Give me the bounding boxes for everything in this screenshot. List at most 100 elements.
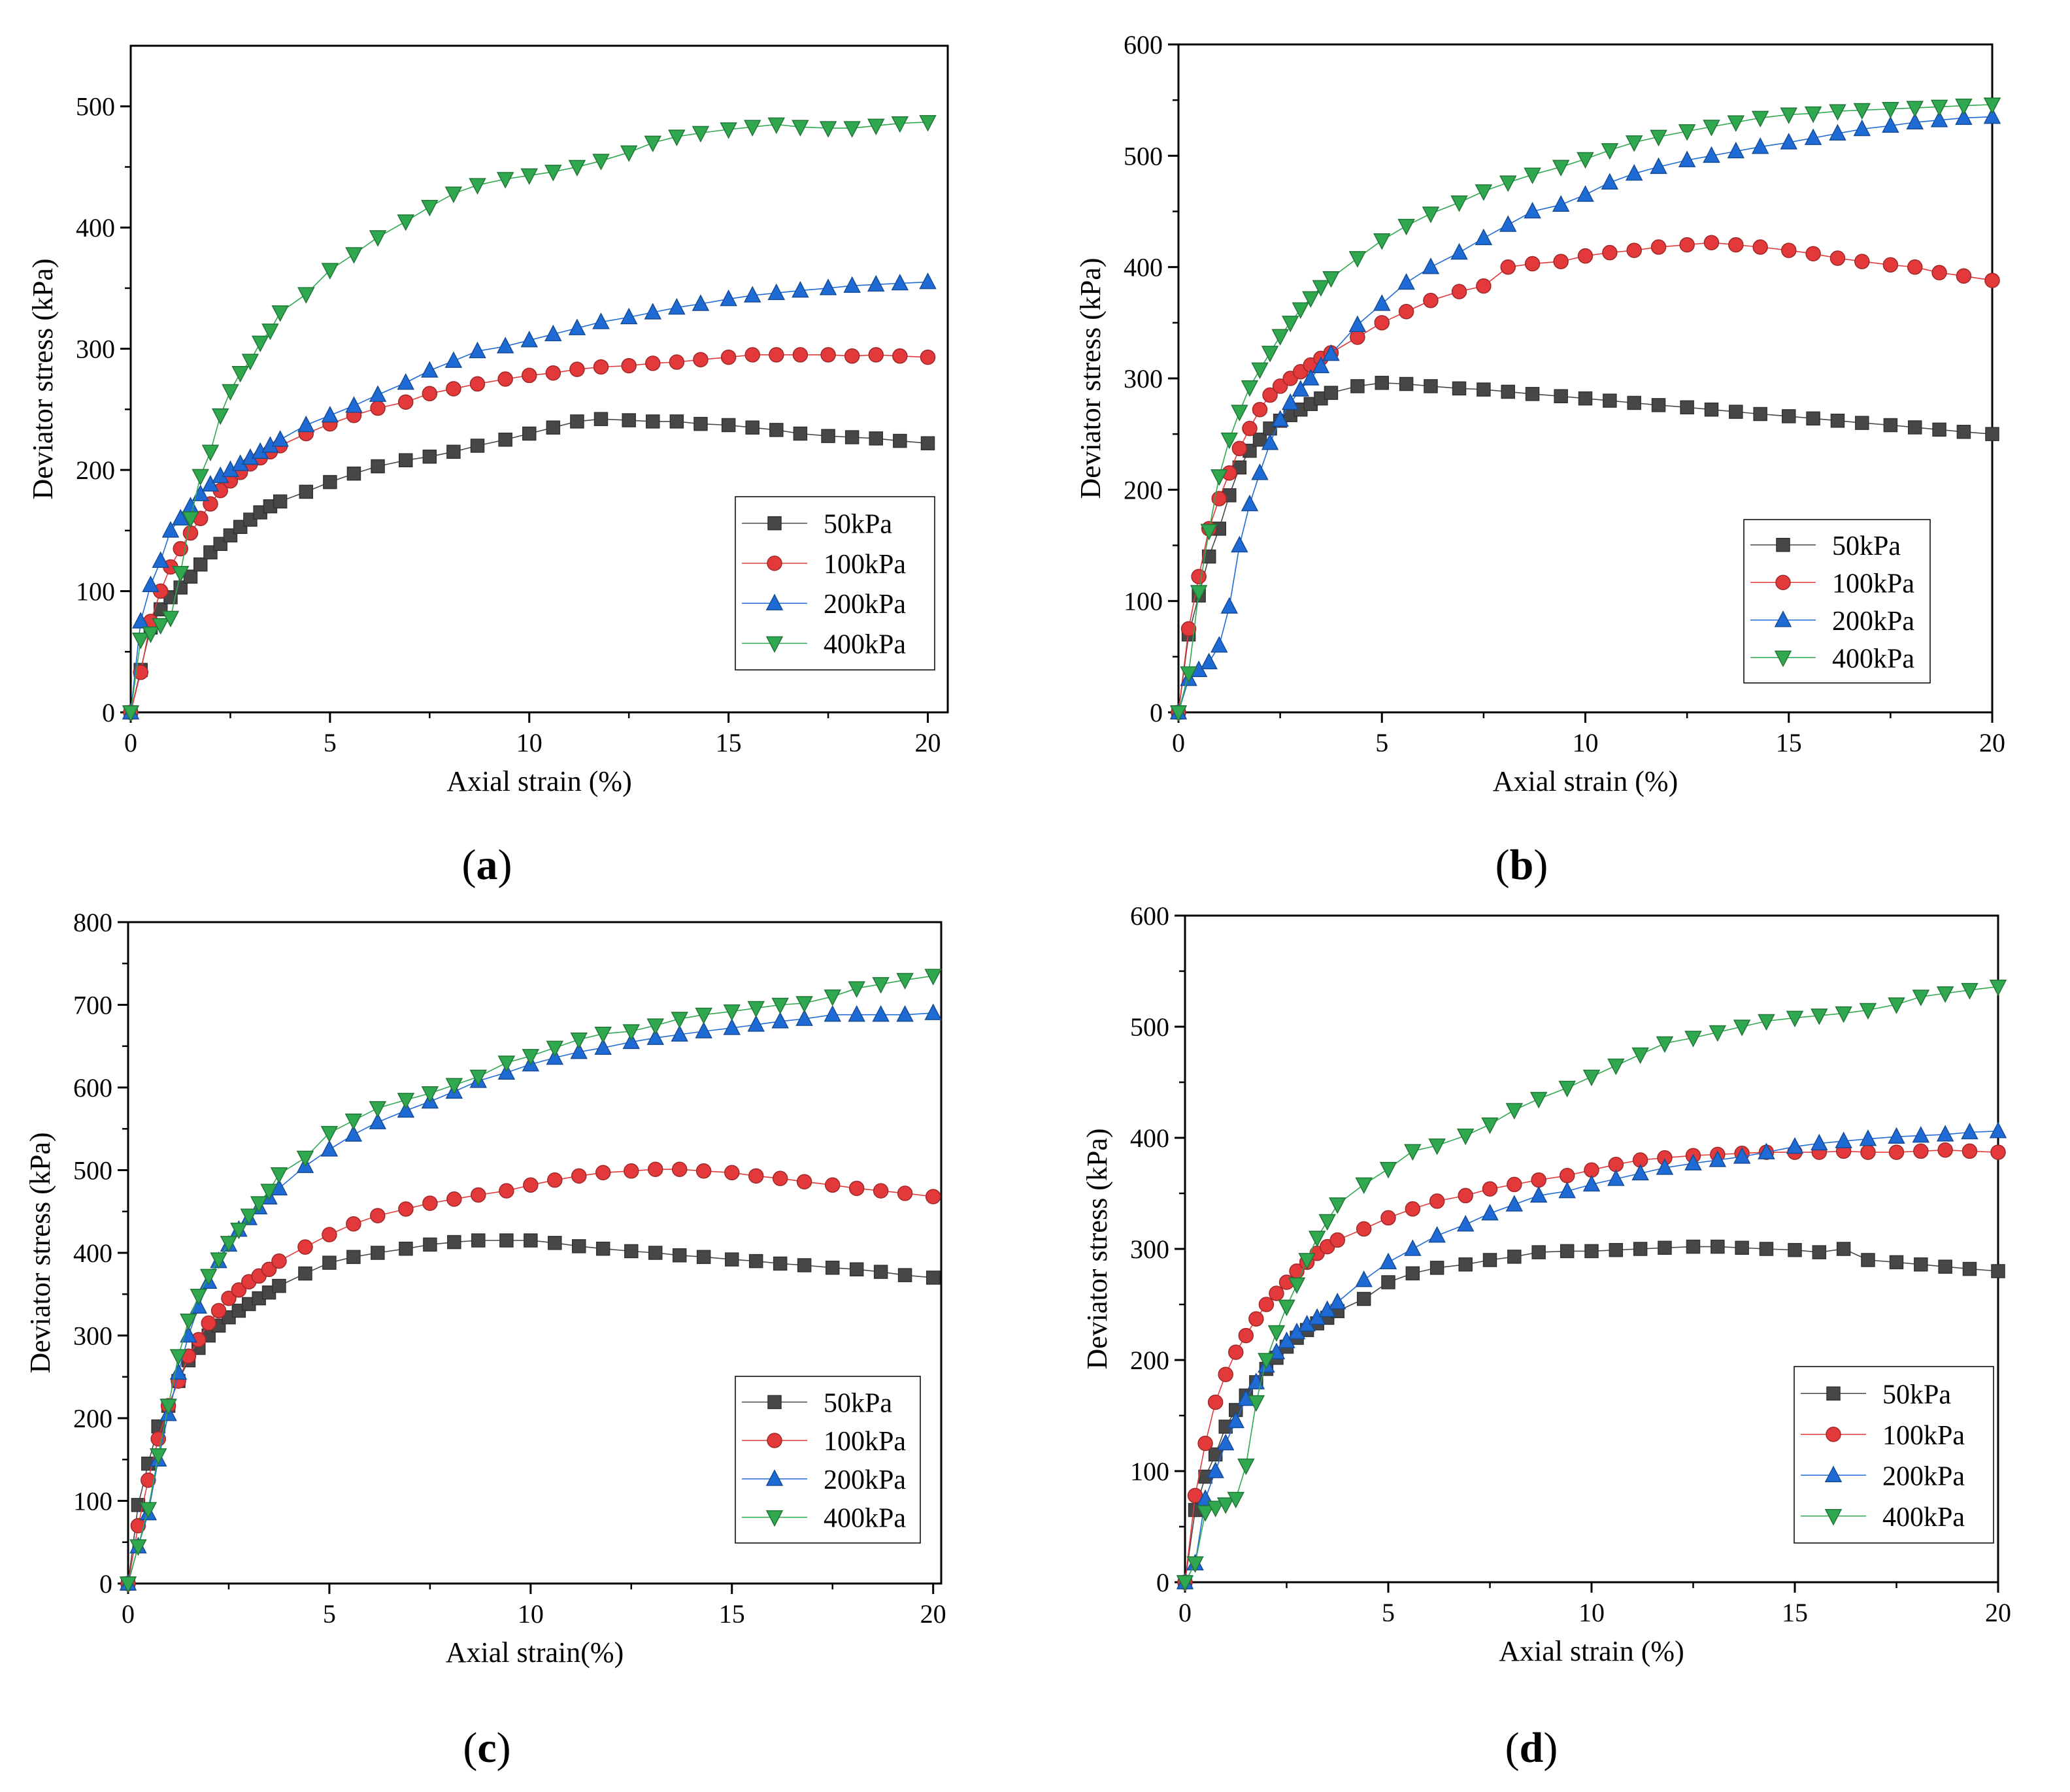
chart-a-point-400kPa: [891, 116, 909, 133]
chart-d-point-100kPa: [1888, 1144, 1905, 1160]
chart-b-point-50kPa: [1324, 386, 1339, 400]
chart-a-point-50kPa: [546, 420, 561, 435]
chart-a-point-100kPa: [621, 357, 637, 374]
chart-a-point-50kPa: [323, 474, 337, 489]
chart-d-point-400kPa: [1811, 1008, 1828, 1025]
chart-c-point-200kPa: [570, 1042, 588, 1059]
chart-d-point-50kPa: [1938, 1259, 1952, 1274]
chart-c-x-tick-label: 20: [920, 1599, 946, 1629]
chart-a-point-200kPa: [692, 294, 710, 311]
chart-b-point-200kPa: [1271, 410, 1289, 427]
chart-a-point-50kPa: [522, 426, 537, 441]
chart-d-point-400kPa: [1859, 1003, 1877, 1020]
chart-b-point-200kPa: [1422, 257, 1440, 274]
chart-d-point-400kPa: [1247, 1395, 1265, 1412]
chart-b-point-50kPa: [1907, 420, 1922, 435]
chart-a-point-50kPa: [844, 430, 860, 444]
chart-a-point-100kPa: [569, 361, 585, 377]
chart-b-point-50kPa: [1375, 376, 1389, 390]
chart-d-x-tick-label: 15: [1782, 1598, 1808, 1627]
chart-c-point-400kPa: [421, 1086, 439, 1103]
chart-b-point-200kPa: [1983, 107, 2001, 124]
chart-a-point-400kPa: [251, 335, 269, 352]
chart-a-point-400kPa: [152, 618, 169, 635]
chart-a-point-400kPa: [142, 626, 159, 644]
chart-d-point-200kPa: [1912, 1125, 1930, 1143]
chart-b-point-200kPa: [1397, 273, 1415, 290]
chart-a-point-200kPa: [201, 474, 220, 492]
chart-d-point-400kPa: [1196, 1505, 1214, 1522]
chart-b-point-400kPa: [1292, 302, 1309, 320]
chart-a-point-50kPa: [498, 432, 512, 447]
chart-a-point-50kPa: [893, 433, 907, 448]
chart-d-point-100kPa: [1482, 1181, 1498, 1197]
chart-c-point-100kPa: [772, 1170, 788, 1186]
chart-d-point-400kPa: [1607, 1058, 1625, 1076]
chart-b-x-tick-label: 10: [1573, 728, 1599, 757]
chart-d-point-100kPa: [1228, 1344, 1244, 1360]
chart-a-point-100kPa: [593, 359, 609, 375]
chart-d-point-200kPa: [1227, 1411, 1244, 1429]
chart-d-point-400kPa: [1936, 986, 1954, 1003]
chart-b-point-200kPa: [1241, 494, 1259, 512]
chart-b-point-100kPa: [1602, 244, 1618, 261]
chart-b-point-400kPa: [1577, 152, 1594, 169]
chart-d-point-50kPa: [1962, 1261, 1977, 1276]
chart-a-point-200kPa: [152, 551, 169, 568]
chart-c-point-400kPa: [570, 1032, 588, 1050]
chart-d-point-200kPa: [1733, 1147, 1751, 1164]
chart-b-point-50kPa: [1525, 387, 1540, 401]
chart-b-point-400kPa: [1190, 585, 1208, 602]
chart-a-point-100kPa: [370, 400, 386, 416]
chart-b-series-400kPa: [1169, 97, 2001, 722]
chart-a-point-50kPa: [622, 413, 636, 427]
chart-a-y-tick-label: 500: [76, 92, 115, 122]
chart-c-point-200kPa: [824, 1005, 841, 1022]
chart-c-point-100kPa: [671, 1161, 688, 1177]
chart-b-y-tick-label: 400: [1124, 253, 1163, 282]
chart-a-legend-marker-100kPa: [767, 556, 782, 571]
chart-b-point-100kPa: [1577, 248, 1594, 264]
chart-c-x-tick-label: 10: [518, 1599, 544, 1629]
chart-c-point-50kPa: [499, 1233, 514, 1248]
chart-b-point-400kPa: [1650, 129, 1667, 146]
panel-d: 0 5 10 15 20 0 100 200 300 400 500 600 Axial strain …: [1035, 896, 2069, 1792]
chart-d-point-400kPa: [1733, 1020, 1751, 1037]
chart-a-point-400kPa: [271, 305, 289, 322]
chart-b-point-400kPa: [1678, 124, 1696, 141]
chart-a-point-50kPa: [821, 429, 835, 443]
chart-a-point-400kPa: [297, 287, 315, 304]
chart-d-x-axis-title: Axial strain (%): [1499, 1635, 1684, 1667]
chart-a-point-50kPa: [646, 414, 660, 429]
chart-c-point-200kPa: [723, 1018, 741, 1035]
chart-b-point-400kPa: [1251, 362, 1269, 379]
chart-c-point-400kPa: [546, 1040, 564, 1057]
chart-c-y-tick-label: 0: [99, 1569, 112, 1599]
chart-d-point-200kPa: [1631, 1163, 1649, 1181]
chart-b-point-50kPa: [1956, 425, 1971, 439]
chart-b-point-400kPa: [1625, 135, 1643, 152]
chart-a-point-400kPa: [843, 121, 861, 138]
chart-a-legend-marker-400kPa: [765, 636, 784, 653]
chart-d-point-200kPa: [1558, 1181, 1576, 1199]
chart-b-point-50kPa: [1350, 379, 1365, 393]
chart-c-point-400kPa: [872, 977, 890, 994]
chart-c-point-50kPa: [322, 1255, 337, 1270]
chart-c-point-100kPa: [346, 1216, 361, 1232]
chart-a-point-400kPa: [592, 154, 610, 171]
chart-d-point-400kPa: [1758, 1014, 1775, 1031]
chart-b-point-100kPa: [1829, 250, 1846, 266]
chart-a-point-400kPa: [792, 120, 809, 137]
chart-d-point-400kPa: [1505, 1103, 1524, 1120]
chart-a-point-50kPa: [593, 412, 609, 426]
chart-c-point-400kPa: [240, 1208, 258, 1225]
chart-d-point-200kPa: [1835, 1131, 1852, 1148]
chart-a-point-200kPa: [171, 508, 190, 526]
chart-c-point-400kPa: [497, 1055, 516, 1072]
chart-d-point-50kPa: [1584, 1244, 1599, 1259]
chart-d-point-400kPa: [1329, 1197, 1346, 1214]
chart-d-y-tick-label: 200: [1130, 1346, 1169, 1375]
chart-d-point-100kPa: [1990, 1144, 2006, 1160]
chart-d-legend-label: 200kPa: [1882, 1461, 1965, 1491]
